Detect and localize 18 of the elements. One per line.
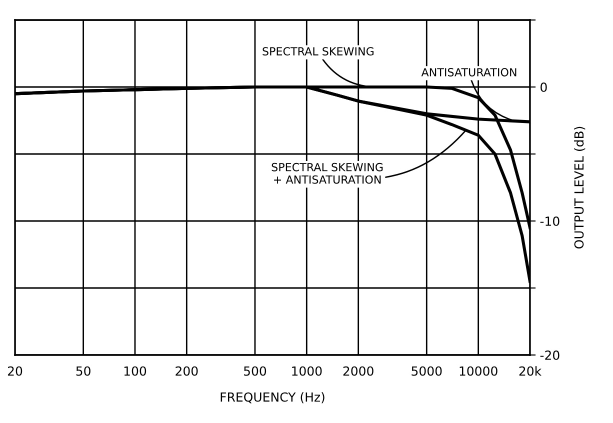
y-axis-title: OUTPUT LEVEL (dB) — [574, 126, 586, 249]
annotation: SPECTRAL SKEWING — [262, 47, 374, 56]
x-tick-label: 50 — [76, 366, 90, 376]
x-tick-label: 100 — [124, 366, 146, 376]
x-tick-label: 200 — [176, 366, 198, 376]
annotation: ANTISATURATION — [421, 68, 516, 76]
x-tick-label: 20k — [519, 366, 542, 376]
annotation: SPECTRAL SKEWING + ANTISATURATION — [272, 162, 383, 184]
y-tick-label: -20 — [540, 350, 560, 360]
x-tick-label: 20 — [8, 366, 22, 376]
y-tick-label: 0 — [540, 82, 547, 92]
x-tick-label: 2000 — [343, 366, 374, 376]
x-tick-label: 10000 — [460, 366, 498, 376]
y-tick-label: -10 — [540, 216, 560, 226]
x-tick-label: 1000 — [292, 366, 322, 376]
x-axis-title: FREQUENCY (Hz) — [220, 392, 324, 404]
x-tick-label: 500 — [244, 366, 266, 376]
x-tick-label: 5000 — [412, 366, 442, 376]
